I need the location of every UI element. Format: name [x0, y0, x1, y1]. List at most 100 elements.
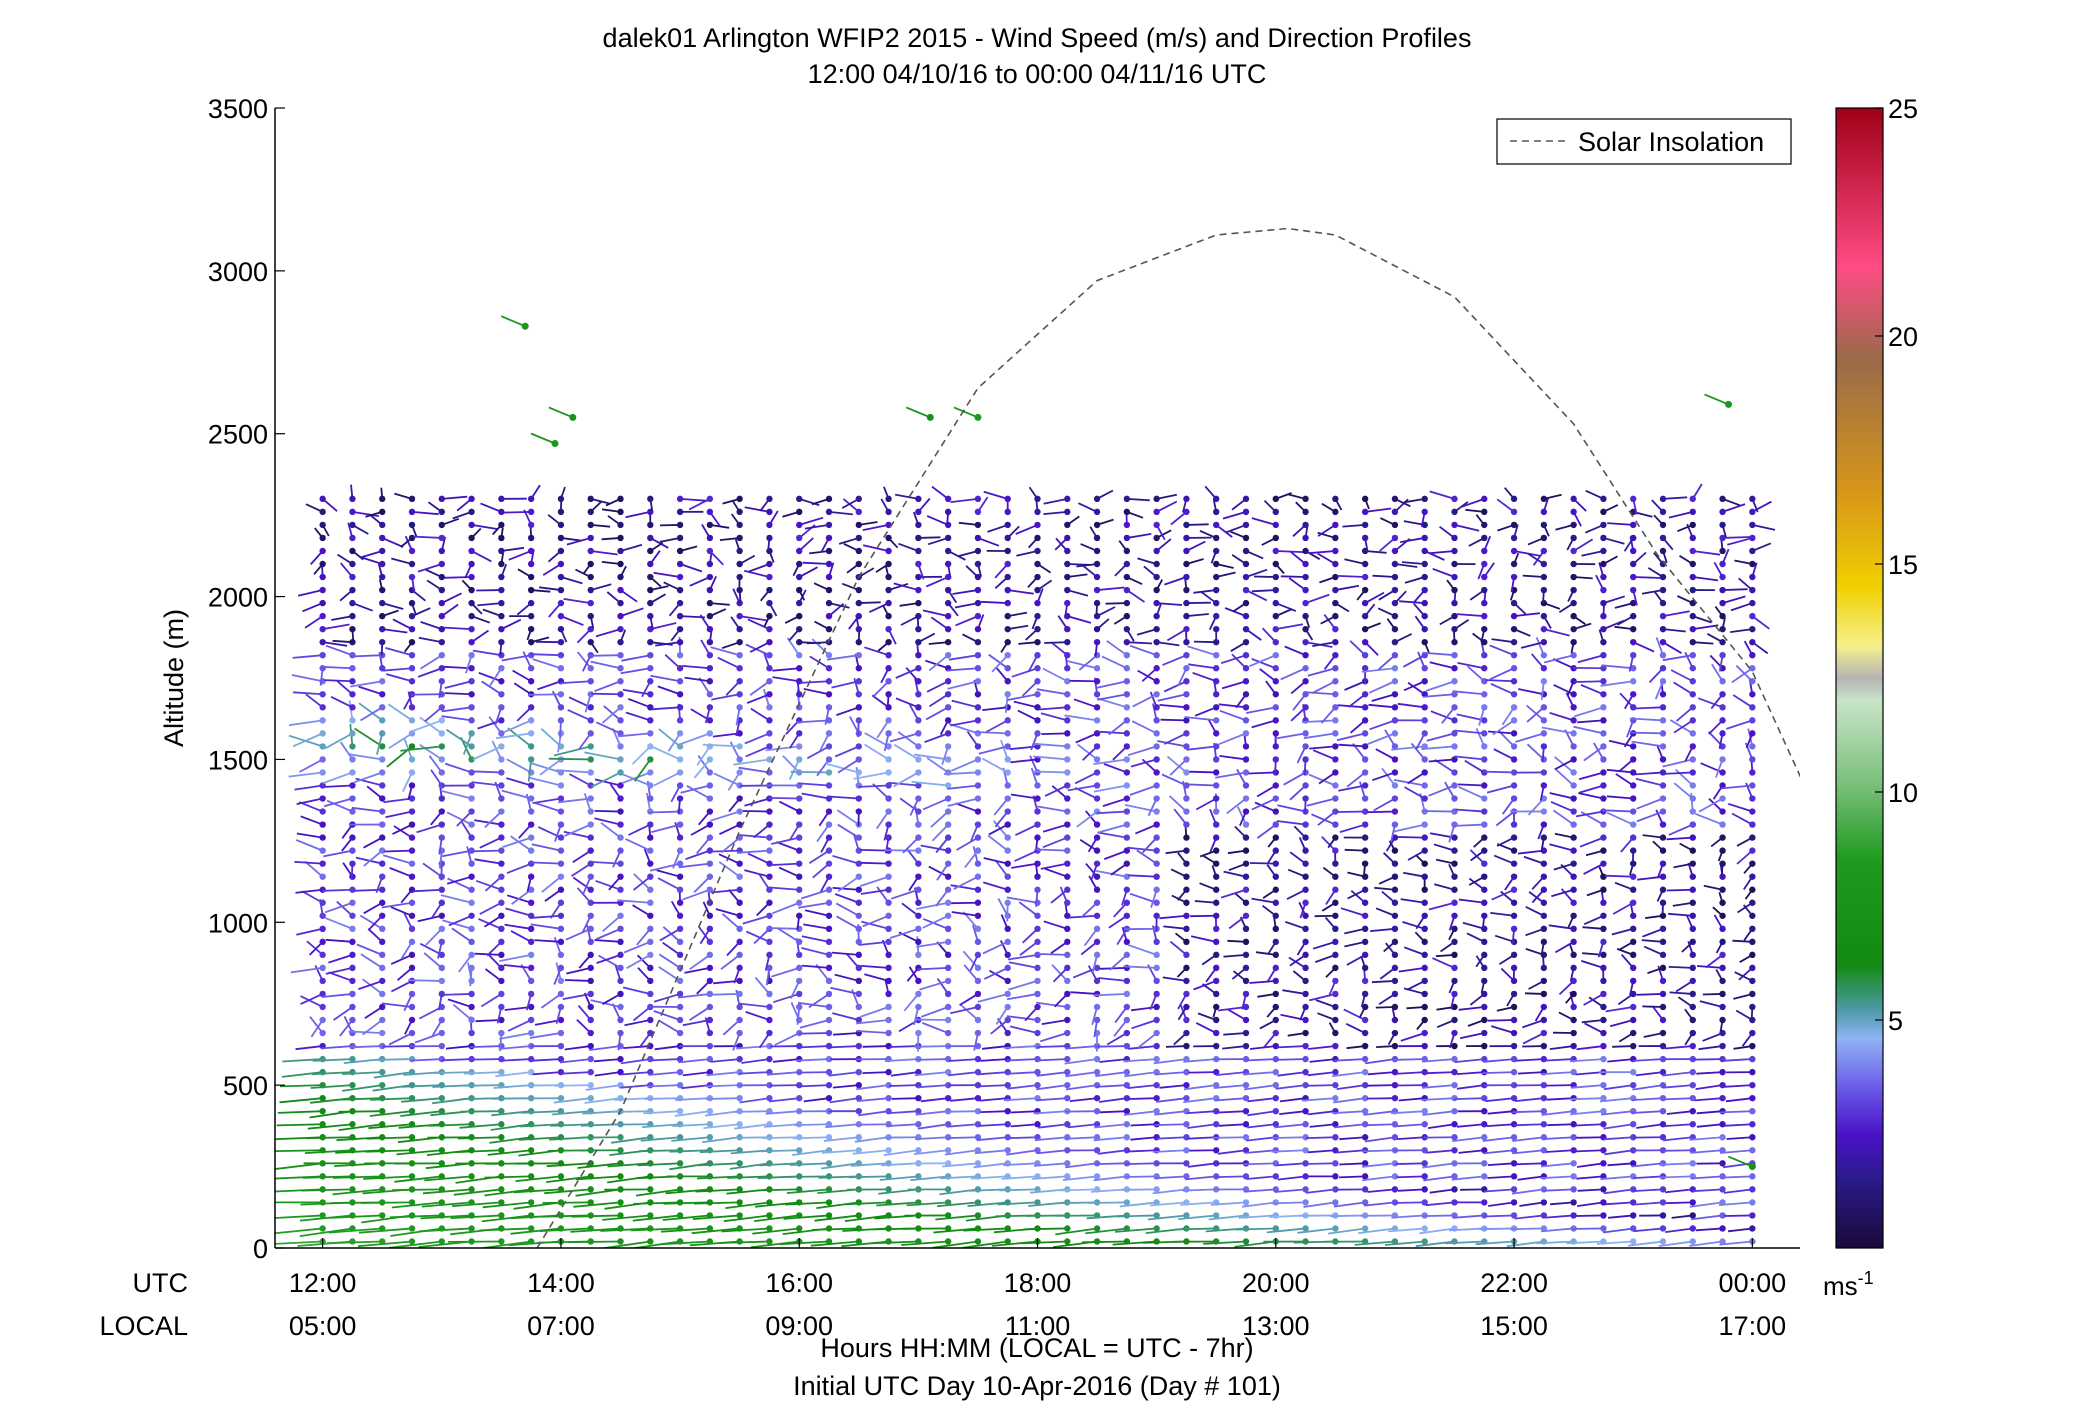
- wind-barb-shaft: [1466, 665, 1485, 682]
- wind-barb-shaft: [1006, 993, 1038, 1001]
- wind-barb-point: [319, 1003, 326, 1011]
- wind-barb-point: [647, 560, 654, 568]
- wind-barb-shaft: [1033, 1110, 1068, 1115]
- wind-barb-shaft: [994, 810, 1009, 828]
- wind-barb-shaft: [1075, 732, 1098, 744]
- wind-barb-point: [1093, 860, 1101, 867]
- wind-barb-point: [438, 886, 445, 893]
- wind-barb-shaft: [1154, 1123, 1187, 1126]
- wind-barb-shaft: [915, 1110, 949, 1116]
- wind-barb-shaft: [651, 706, 681, 711]
- wind-barb-shaft: [1219, 709, 1247, 722]
- wind-barb-point: [885, 1094, 892, 1102]
- wind-barb-point: [1213, 534, 1220, 542]
- wind-barb-shaft: [1398, 1097, 1425, 1102]
- wind-barb-point: [379, 704, 386, 711]
- wind-barb-shaft: [388, 1240, 442, 1248]
- wind-barb-shaft: [1305, 593, 1330, 604]
- wind-barb-point: [379, 1029, 386, 1037]
- wind-barb-shaft: [1526, 706, 1545, 723]
- wind-barb-point: [1004, 834, 1011, 841]
- wind-barb-shaft: [590, 660, 621, 670]
- wind-barb-point: [319, 534, 326, 542]
- wind-barb-point: [1064, 1238, 1071, 1245]
- wind-barb-point: [1153, 951, 1160, 959]
- wind-barb-point: [1242, 625, 1250, 633]
- wind-barb-point: [587, 1081, 594, 1089]
- wind-barb-point: [855, 977, 862, 985]
- wind-barb-point: [1064, 821, 1071, 828]
- wind-barb-point: [379, 560, 386, 568]
- wind-barb-shaft: [921, 1022, 949, 1034]
- wind-barb-point: [1183, 704, 1190, 711]
- wind-barb-point: [944, 1068, 952, 1076]
- wind-barb-point: [1064, 1068, 1071, 1076]
- wind-barb-point: [498, 964, 505, 972]
- wind-barb-point: [527, 586, 535, 594]
- wind-barb-point: [1272, 547, 1279, 555]
- wind-barb-point: [557, 508, 565, 516]
- wind-barb-point: [379, 717, 386, 724]
- wind-barb-point: [1093, 769, 1101, 776]
- wind-barb-point: [766, 599, 773, 607]
- wind-barb-point: [1153, 990, 1160, 998]
- wind-barb-point: [766, 730, 773, 737]
- wind-barb-point: [1570, 925, 1577, 932]
- wind-barb-point: [1093, 964, 1101, 972]
- wind-barb-point: [855, 886, 862, 893]
- wind-barb-shaft: [305, 693, 324, 709]
- wind-barb-point: [408, 508, 416, 516]
- wind-barb-shaft: [967, 1201, 1008, 1207]
- wind-barb-point: [1510, 1173, 1518, 1180]
- wind-barb-shaft: [1527, 797, 1545, 816]
- wind-barb-point: [1510, 1121, 1518, 1128]
- wind-barb-point: [1510, 625, 1518, 633]
- wind-barb-point: [1272, 508, 1279, 516]
- wind-barb-shaft: [1153, 1058, 1187, 1065]
- wind-barb-point: [1332, 925, 1339, 932]
- wind-barb-shaft: [559, 1058, 591, 1064]
- wind-barb-shaft: [710, 1058, 740, 1063]
- wind-barb-point: [706, 938, 714, 946]
- wind-barb-shaft: [1546, 1097, 1574, 1101]
- wind-barb-point: [498, 1186, 505, 1193]
- wind-barb-point: [1510, 547, 1518, 555]
- wind-barb-shaft: [698, 1162, 740, 1167]
- wind-barb-point: [1421, 834, 1428, 841]
- wind-barb-shaft: [419, 744, 443, 761]
- wind-barb-point: [1451, 1003, 1458, 1011]
- wind-barb-point: [1540, 547, 1548, 555]
- wind-barb-point: [1361, 1042, 1369, 1050]
- wind-barb-point: [1213, 652, 1220, 659]
- wind-barb-point: [1391, 977, 1399, 985]
- wind-barb-shaft: [392, 1188, 442, 1191]
- wind-barb-point: [1034, 834, 1041, 841]
- wind-barb-shaft: [1311, 813, 1336, 826]
- wind-barb-point: [617, 1134, 624, 1141]
- wind-barb-shaft: [1423, 1175, 1455, 1182]
- wind-barb-shaft: [1126, 497, 1150, 502]
- wind-barb-point: [1093, 560, 1101, 568]
- wind-barb-point: [974, 847, 982, 854]
- wind-barb-shaft: [1338, 784, 1366, 792]
- wind-barb-point: [557, 847, 565, 854]
- wind-barb-point: [885, 860, 892, 867]
- wind-barb-shaft: [356, 943, 383, 956]
- wind-barb-shaft: [1429, 490, 1455, 500]
- wind-barb-shaft: [1218, 1110, 1247, 1114]
- wind-barb-point: [1391, 1094, 1399, 1102]
- wind-barb-shaft: [529, 776, 562, 787]
- wind-barb-shaft: [1159, 704, 1187, 709]
- wind-barb-point: [706, 782, 714, 789]
- wind-barb-point: [468, 886, 475, 893]
- wind-barb-shaft: [1305, 1188, 1336, 1194]
- wind-barb-shaft: [1119, 1201, 1157, 1208]
- wind-barb-point: [408, 678, 416, 685]
- wind-barb-shaft: [531, 589, 551, 593]
- wind-barb-shaft: [1050, 641, 1068, 656]
- wind-barb-point: [706, 547, 714, 555]
- wind-barb-shaft: [1422, 1110, 1455, 1116]
- wind-barb-point: [1034, 1029, 1041, 1037]
- wind-barb-shaft: [431, 1019, 443, 1038]
- wind-barb-point: [796, 977, 803, 985]
